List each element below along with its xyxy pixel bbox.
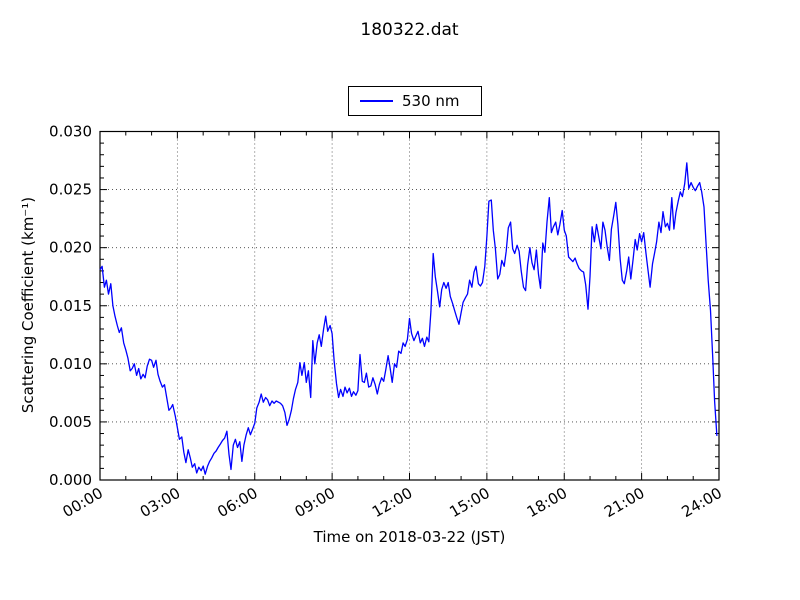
axes-frame <box>99 130 720 481</box>
x-tick-label: 00:00 <box>60 484 106 521</box>
x-tick-label: 15:00 <box>446 484 492 521</box>
x-tick-label: 06:00 <box>214 484 260 521</box>
legend-line-swatch <box>360 100 393 102</box>
x-axis-label: Time on 2018-03-22 (JST) <box>313 528 506 546</box>
y-tick-label: 0.010 <box>49 355 92 373</box>
series-line-530-nm <box>99 162 718 475</box>
x-tick-label: 24:00 <box>679 484 725 521</box>
y-tick-label: 0.025 <box>49 181 92 199</box>
x-tick-label: 21:00 <box>601 484 647 521</box>
legend-box: 530 nm <box>348 86 482 116</box>
x-tick-label: 09:00 <box>292 484 338 521</box>
x-tick-label: 12:00 <box>369 484 415 521</box>
y-tick-label: 0.020 <box>49 239 92 257</box>
y-tick-label: 0.015 <box>49 297 92 315</box>
chart-title: 180322.dat <box>360 20 459 40</box>
y-tick-label: 0.005 <box>49 413 92 431</box>
y-tick-label: 0.030 <box>49 123 92 141</box>
x-tick-label: 03:00 <box>137 484 183 521</box>
x-tick-label: 18:00 <box>524 484 570 521</box>
y-tick-label: 0.000 <box>49 471 92 489</box>
legend-label: 530 nm <box>402 91 460 110</box>
